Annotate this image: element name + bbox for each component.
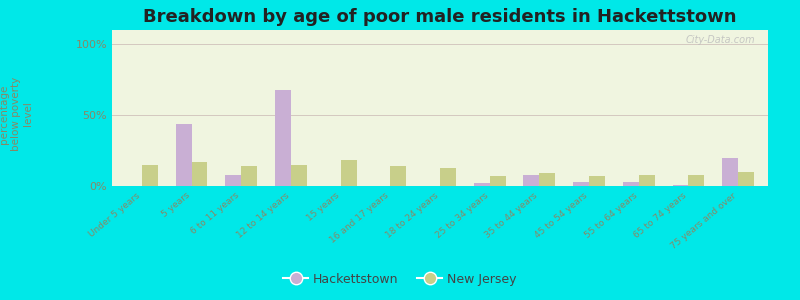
Bar (191, 162, 207, 186)
Bar (142, 165, 158, 186)
Bar (673, 184, 689, 186)
Bar (242, 166, 257, 186)
Text: City-Data.com: City-Data.com (686, 35, 755, 45)
Bar (291, 165, 307, 186)
Bar (573, 182, 589, 186)
Legend: Hackettstown, New Jersey: Hackettstown, New Jersey (278, 268, 522, 291)
Bar (341, 160, 357, 186)
Bar (275, 90, 291, 186)
Bar (638, 175, 654, 186)
Bar (589, 176, 605, 186)
Title: Breakdown by age of poor male residents in Hackettstown: Breakdown by age of poor male residents … (143, 8, 737, 26)
Bar (623, 182, 638, 186)
Bar (390, 166, 406, 186)
Bar (440, 168, 456, 186)
Bar (490, 176, 506, 186)
Bar (722, 158, 738, 186)
Bar (738, 172, 754, 186)
Bar (689, 175, 704, 186)
Bar (474, 183, 490, 186)
Bar (539, 173, 555, 186)
Bar (523, 175, 539, 186)
Bar (226, 175, 242, 186)
Bar (176, 124, 191, 186)
Text: percentage
below poverty
level: percentage below poverty level (0, 77, 33, 151)
